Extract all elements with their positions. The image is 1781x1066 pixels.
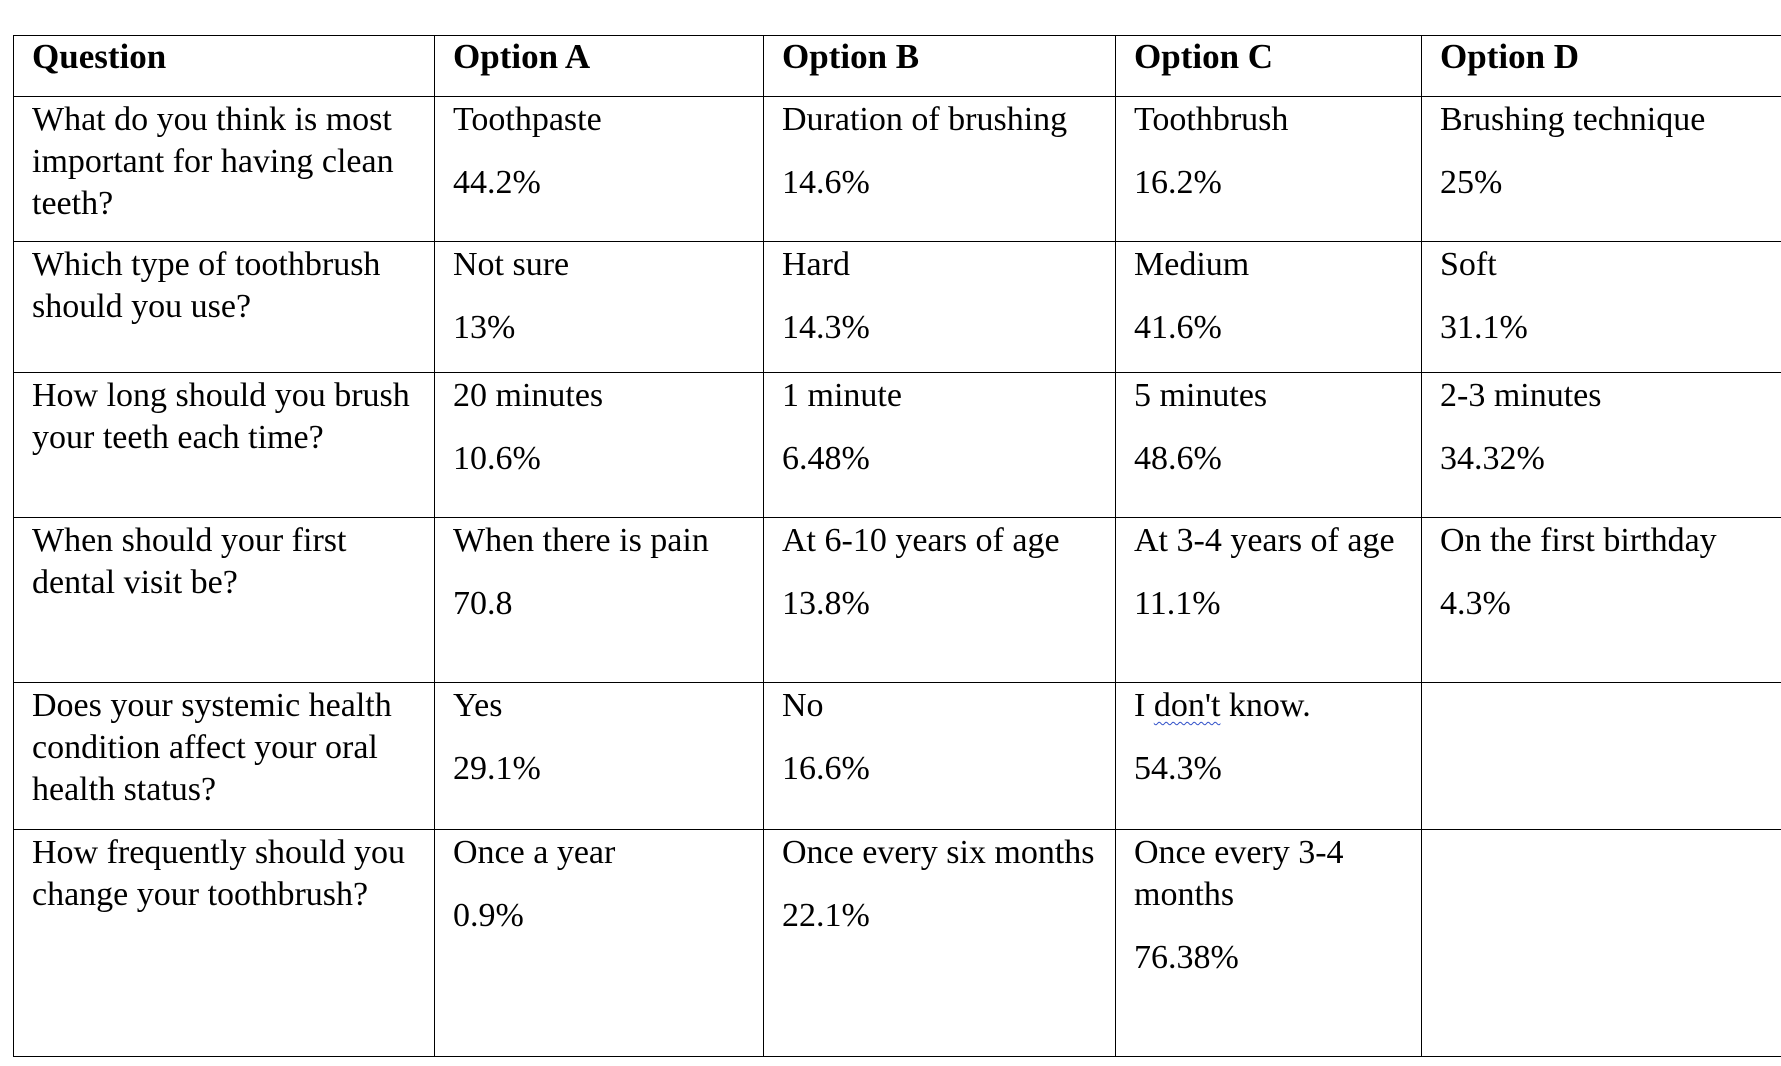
option-percentage: 25% [1440, 164, 1503, 201]
option-percentage: 29.1% [453, 750, 541, 787]
option-percentage: 4.3% [1440, 585, 1511, 622]
question-cell: Which type of toothbrush should you use? [13, 241, 435, 373]
option-d-cell [1421, 682, 1781, 830]
table-row: How long should you brush your teeth eac… [13, 372, 1781, 518]
question-cell: How frequently should you change your to… [13, 829, 435, 1057]
option-d-cell [1421, 829, 1781, 1057]
option-label: Not sure [453, 246, 570, 283]
option-percentage: 76.38% [1134, 939, 1239, 976]
survey-table: Question Option A Option B Option C Opti… [13, 35, 1781, 1057]
option-a-cell: When there is pain 70.8 [434, 517, 764, 683]
option-c-cell: Toothbrush 16.2% [1115, 96, 1422, 242]
option-a-cell: Yes 29.1% [434, 682, 764, 830]
option-a-cell: Toothpaste 44.2% [434, 96, 764, 242]
option-a-cell: 20 minutes 10.6% [434, 372, 764, 518]
table-row: Which type of toothbrush should you use?… [13, 241, 1781, 373]
option-percentage: 6.48% [782, 440, 870, 477]
option-label: Toothbrush [1134, 101, 1289, 138]
option-percentage: 34.32% [1440, 440, 1545, 477]
header-option-a: Option A [434, 35, 764, 97]
option-label: When there is pain [453, 522, 709, 559]
spellcheck-flagged-word: don't [1153, 687, 1221, 724]
option-d-cell: 2-3 minutes 34.32% [1421, 372, 1781, 518]
option-percentage: 13.8% [782, 585, 870, 622]
option-label: Once every six months [782, 834, 1095, 871]
option-label: Once every 3-4 months [1134, 834, 1344, 913]
label-text-post: know. [1220, 687, 1311, 724]
question-cell: Does your systemic health condition affe… [13, 682, 435, 830]
header-option-b: Option B [763, 35, 1116, 97]
option-label: Soft [1440, 246, 1497, 283]
option-percentage: 10.6% [453, 440, 541, 477]
option-label: Once a year [453, 834, 616, 871]
option-percentage: 16.6% [782, 750, 870, 787]
header-question: Question [13, 35, 435, 97]
option-label: Medium [1134, 246, 1250, 283]
option-label: Toothpaste [453, 101, 602, 138]
option-percentage: 41.6% [1134, 309, 1222, 346]
option-a-cell: Not sure 13% [434, 241, 764, 373]
header-option-c: Option C [1115, 35, 1422, 97]
table-row: When should your first dental visit be? … [13, 517, 1781, 683]
option-d-cell: Soft 31.1% [1421, 241, 1781, 373]
label-text-pre: I [1134, 687, 1154, 724]
option-c-cell: I don't know. 54.3% [1115, 682, 1422, 830]
table-row: How frequently should you change your to… [13, 829, 1781, 1057]
header-row: Question Option A Option B Option C Opti… [13, 35, 1781, 97]
option-label: 1 minute [782, 377, 902, 414]
option-percentage: 44.2% [453, 164, 541, 201]
option-b-cell: No 16.6% [763, 682, 1116, 830]
option-label: At 3-4 years of age [1134, 522, 1395, 559]
question-cell: How long should you brush your teeth eac… [13, 372, 435, 518]
option-a-cell: Once a year 0.9% [434, 829, 764, 1057]
option-c-cell: Once every 3-4 months 76.38% [1115, 829, 1422, 1057]
option-d-cell: Brushing technique 25% [1421, 96, 1781, 242]
option-label: At 6-10 years of age [782, 522, 1060, 559]
header-option-d: Option D [1421, 35, 1781, 97]
option-label: On the first birthday [1440, 522, 1717, 559]
option-label: 5 minutes [1134, 377, 1268, 414]
option-percentage: 14.6% [782, 164, 870, 201]
option-label: Yes [453, 687, 503, 724]
option-label: 2-3 minutes [1440, 377, 1602, 414]
option-percentage: 31.1% [1440, 309, 1528, 346]
option-percentage: 54.3% [1134, 750, 1222, 787]
option-label: Hard [782, 246, 850, 283]
option-label: No [782, 687, 824, 724]
option-b-cell: At 6-10 years of age 13.8% [763, 517, 1116, 683]
option-percentage: 70.8 [453, 585, 513, 622]
option-b-cell: Duration of brushing 14.6% [763, 96, 1116, 242]
option-percentage: 0.9% [453, 897, 524, 934]
option-percentage: 13% [453, 309, 516, 346]
option-d-cell: On the first birthday 4.3% [1421, 517, 1781, 683]
question-cell: What do you think is most important for … [13, 96, 435, 242]
table-row: What do you think is most important for … [13, 96, 1781, 242]
table-row: Does your systemic health condition affe… [13, 682, 1781, 830]
option-b-cell: Once every six months 22.1% [763, 829, 1116, 1057]
option-percentage: 16.2% [1134, 164, 1222, 201]
option-percentage: 22.1% [782, 897, 870, 934]
option-c-cell: At 3-4 years of age 11.1% [1115, 517, 1422, 683]
option-label: 20 minutes [453, 377, 604, 414]
option-percentage: 48.6% [1134, 440, 1222, 477]
option-b-cell: Hard 14.3% [763, 241, 1116, 373]
question-cell: When should your first dental visit be? [13, 517, 435, 683]
option-c-cell: 5 minutes 48.6% [1115, 372, 1422, 518]
option-percentage: 14.3% [782, 309, 870, 346]
option-b-cell: 1 minute 6.48% [763, 372, 1116, 518]
option-label: Duration of brushing [782, 101, 1068, 138]
option-percentage: 11.1% [1134, 585, 1221, 622]
option-label: I don't know. [1134, 685, 1403, 727]
option-label: Brushing technique [1440, 101, 1706, 138]
option-c-cell: Medium 41.6% [1115, 241, 1422, 373]
